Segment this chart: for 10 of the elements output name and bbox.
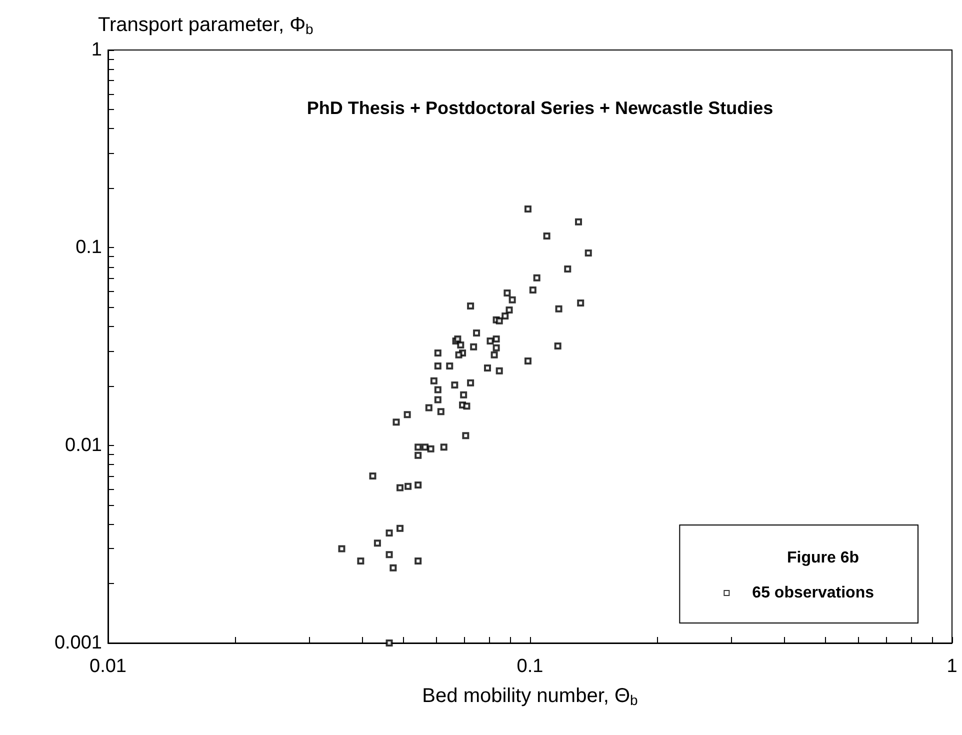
legend-title: Figure 6b: [786, 550, 860, 566]
y-tick-label: 0.01: [65, 434, 102, 456]
x-tick-label: 1: [946, 656, 958, 677]
x-tick-label: 0.01: [90, 656, 126, 677]
y-tick-label: 1: [91, 40, 102, 60]
y-tick-label: 0.1: [76, 237, 102, 258]
y-tick-label: 0.001: [54, 632, 102, 654]
x-tick-label: 0.1: [516, 656, 544, 677]
legend-label: 65 observations: [752, 584, 874, 602]
text: PhD Thesis + Postdoctoral Series + Newcastle Studies: [306, 98, 774, 118]
